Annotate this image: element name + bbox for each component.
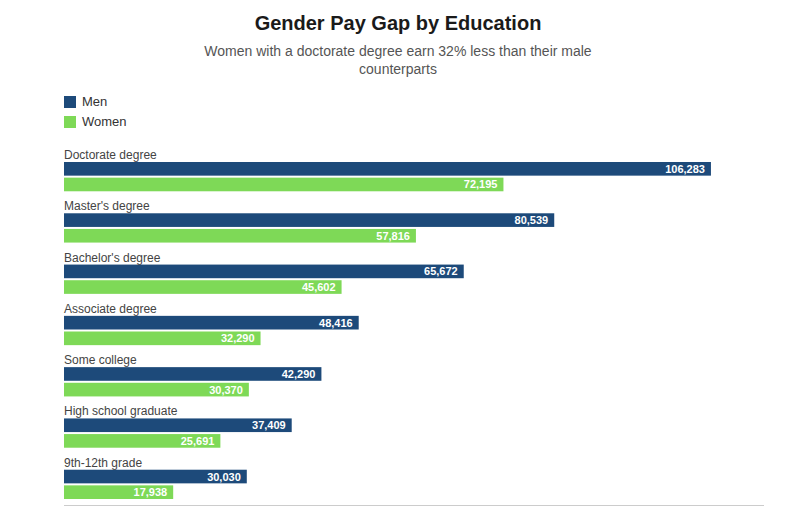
category-label: Master's degree	[64, 199, 150, 213]
chart-svg: Gender Pay Gap by Education Women with a …	[0, 0, 796, 520]
background	[0, 0, 796, 520]
bar	[64, 485, 173, 499]
legend: Men Women	[64, 94, 127, 129]
bar	[64, 367, 321, 381]
data-label: 80,539	[515, 214, 549, 226]
legend-label: Men	[82, 94, 107, 109]
legend-swatch	[64, 96, 76, 108]
bar	[64, 316, 359, 330]
legend-swatch	[64, 116, 76, 128]
bar	[64, 213, 554, 227]
chart-container: Gender Pay Gap by Education Women with a …	[0, 0, 796, 520]
bar	[64, 229, 416, 243]
data-label: 37,409	[252, 419, 286, 431]
data-label: 25,691	[181, 435, 215, 447]
bar	[64, 178, 503, 192]
data-label: 48,416	[319, 317, 353, 329]
data-label: 42,290	[282, 368, 316, 380]
category-label: Bachelor's degree	[64, 251, 161, 265]
data-label: 57,816	[376, 230, 410, 242]
data-label: 30,370	[209, 384, 243, 396]
category-label: High school graduate	[64, 404, 178, 418]
bar	[64, 418, 292, 432]
data-label: 45,602	[302, 281, 336, 293]
bar	[64, 265, 464, 279]
bars	[64, 162, 711, 499]
bar	[64, 162, 711, 176]
category-label: Associate degree	[64, 302, 157, 316]
category-label: Some college	[64, 353, 137, 367]
category-label: Doctorate degree	[64, 148, 157, 162]
bar	[64, 434, 220, 448]
bar	[64, 280, 342, 294]
data-label: 72,195	[464, 178, 498, 190]
data-label: 32,290	[221, 332, 255, 344]
category-label: 9th-12th grade	[64, 456, 142, 470]
subtitle: Women with a doctorate degree earn 32% l…	[204, 43, 592, 77]
legend-label: Women	[82, 114, 127, 129]
data-label: 30,030	[207, 471, 241, 483]
bar	[64, 332, 261, 346]
data-label: 65,672	[424, 265, 458, 277]
bar	[64, 470, 247, 484]
data-label: 17,938	[134, 486, 168, 498]
bar	[64, 383, 249, 397]
data-label: 106,283	[665, 163, 705, 175]
title: Gender Pay Gap by Education	[255, 12, 542, 34]
labels: Doctorate degree 106,283 72,195 Master's de…	[64, 148, 705, 498]
x-axis-line	[64, 505, 764, 506]
